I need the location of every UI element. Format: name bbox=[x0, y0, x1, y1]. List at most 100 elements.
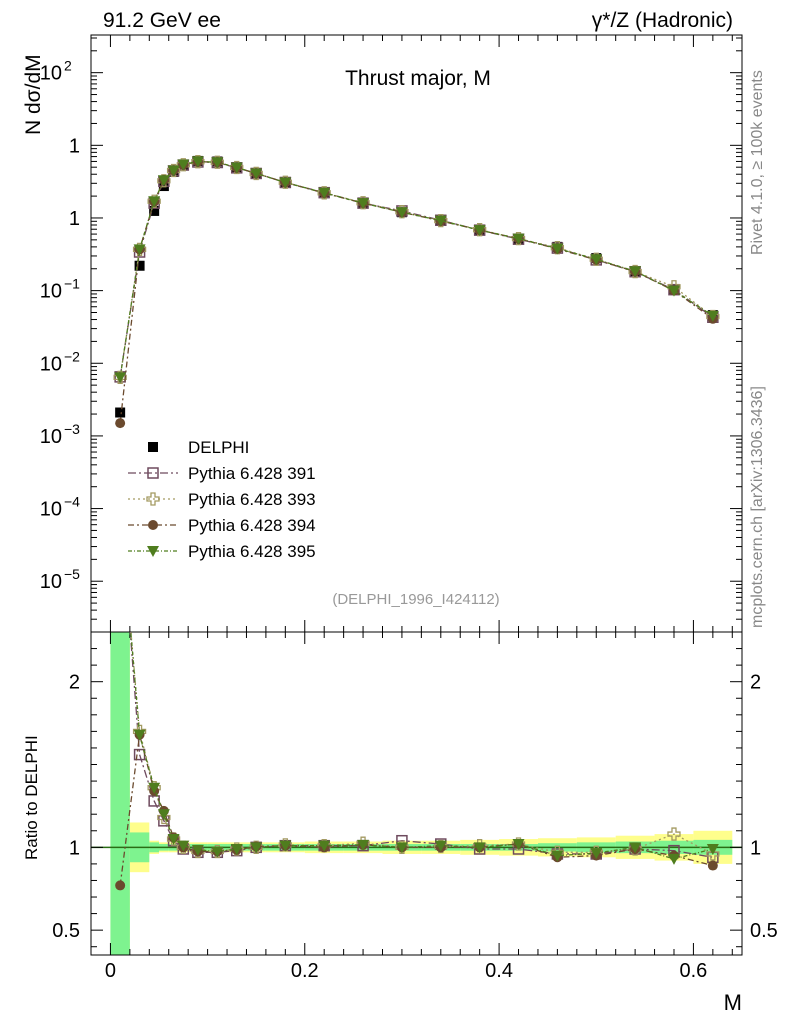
data-point bbox=[357, 198, 370, 210]
ratio-series bbox=[114, 494, 720, 891]
data-point bbox=[667, 285, 680, 297]
y-tick-exponent: 2 bbox=[64, 58, 72, 74]
ratio-point bbox=[114, 502, 126, 514]
ratio-panel: 0 0.2 0.4 0.6 M 0.5 0.5 1 1 2 2 Ratio to DELPHI bbox=[22, 494, 778, 1015]
legend-label: Pythia 6.428 395 bbox=[188, 542, 316, 561]
ratio-point bbox=[133, 729, 146, 741]
ratio-y-tick-label-right: 1 bbox=[750, 837, 761, 859]
ratio-point bbox=[318, 840, 331, 852]
x-tick-label: 0.6 bbox=[680, 960, 708, 982]
ratio-y-tick-label-right: 0.5 bbox=[750, 920, 778, 942]
legend-label: Pythia 6.428 394 bbox=[188, 516, 316, 535]
y-tick-label: 10 bbox=[40, 499, 62, 521]
x-tick-label: 0.4 bbox=[485, 960, 513, 982]
ratio-point bbox=[211, 846, 224, 858]
legend-marker bbox=[148, 442, 158, 452]
header-right: γ*/Z (Hadronic) bbox=[592, 9, 733, 32]
data-point bbox=[512, 233, 525, 245]
legend-marker bbox=[146, 492, 160, 506]
y-tick-exponent: −2 bbox=[64, 348, 80, 364]
y-tick-exponent: −5 bbox=[64, 566, 80, 582]
y-tick-label: 10 bbox=[40, 426, 62, 448]
ratio-frame bbox=[90, 631, 743, 956]
ratio-point bbox=[115, 494, 125, 504]
ratio-y-axis-label: Ratio to DELPHI bbox=[22, 735, 41, 860]
data-point bbox=[177, 159, 190, 171]
ratio-point bbox=[167, 834, 180, 846]
ratio-point bbox=[434, 840, 447, 852]
data-point bbox=[167, 165, 180, 177]
legend-marker bbox=[147, 546, 159, 557]
data-point bbox=[279, 177, 292, 189]
data-point bbox=[473, 225, 486, 237]
ratio-point bbox=[707, 860, 718, 871]
y-tick-label: 10 bbox=[40, 571, 62, 593]
data-point bbox=[395, 207, 408, 219]
ratio-line bbox=[119, 734, 714, 886]
data-point bbox=[230, 162, 243, 174]
series-line bbox=[119, 161, 714, 378]
y-tick-exponent: −4 bbox=[64, 494, 80, 510]
green-band-bin bbox=[110, 632, 130, 955]
data-point bbox=[115, 407, 126, 418]
ratio-y-tick-label: 0.5 bbox=[52, 920, 80, 942]
legend-marker bbox=[147, 467, 159, 479]
ratio-point bbox=[115, 880, 126, 891]
header-left: 91.2 GeV ee bbox=[103, 9, 221, 32]
ratio-y-tick-label-right: 2 bbox=[750, 672, 761, 694]
ratio-point bbox=[512, 839, 525, 851]
y-axis-label: N dσ/dM bbox=[22, 54, 45, 135]
mcplots-label: mcplots.cern.ch [arXiv:1306.3436] bbox=[749, 386, 766, 628]
legend: DELPHI Pythia 6.428 391 Pythia 6.428 393 Py… bbox=[128, 438, 316, 561]
legend-label: Pythia 6.428 391 bbox=[188, 464, 316, 483]
data-point bbox=[629, 266, 642, 278]
legend-label: DELPHI bbox=[188, 438, 249, 457]
y-tick-label: 1 bbox=[69, 135, 80, 157]
data-point bbox=[191, 156, 204, 168]
ratio-point bbox=[629, 842, 642, 854]
ratio-point bbox=[114, 503, 126, 514]
y-tick-exponent: −1 bbox=[64, 276, 80, 292]
y-tick-exponent: −3 bbox=[64, 421, 80, 437]
x-axis-label: M bbox=[724, 990, 742, 1015]
ratio-point bbox=[250, 842, 263, 854]
analysis-annotation: (DELPHI_1996_I424112) bbox=[332, 591, 499, 608]
legend-marker bbox=[148, 520, 158, 530]
x-tick-label: 0.2 bbox=[291, 960, 319, 982]
ratio-point bbox=[177, 840, 190, 852]
y-tick-label: 10 bbox=[40, 281, 62, 303]
data-point bbox=[157, 175, 170, 187]
ratio-y-tick-label: 1 bbox=[69, 837, 80, 859]
ratio-point bbox=[551, 850, 564, 862]
rivet-label: Rivet 4.1.0, ≥ 100k events bbox=[749, 70, 766, 255]
data-point bbox=[149, 205, 160, 216]
series-line bbox=[119, 161, 714, 377]
data-point bbox=[551, 243, 564, 255]
data-point bbox=[434, 215, 447, 227]
series-line bbox=[119, 160, 714, 378]
data-point bbox=[114, 372, 127, 384]
data-point bbox=[318, 187, 331, 199]
ratio-point bbox=[279, 840, 292, 852]
ratio-point bbox=[667, 827, 681, 841]
data-point bbox=[706, 310, 719, 322]
series-line bbox=[119, 161, 714, 424]
ratio-point bbox=[157, 809, 170, 821]
ratio-point bbox=[148, 782, 161, 794]
ratio-point bbox=[191, 844, 204, 856]
data-point bbox=[134, 260, 145, 271]
y-tick-label: 1 bbox=[69, 208, 80, 230]
data-point bbox=[133, 244, 146, 256]
ratio-point bbox=[473, 842, 486, 854]
ratio-point bbox=[357, 839, 370, 851]
data-point bbox=[115, 418, 126, 429]
ratio-point bbox=[590, 848, 603, 860]
data-point bbox=[148, 196, 161, 208]
data-point bbox=[590, 254, 603, 266]
data-point bbox=[250, 168, 263, 180]
data-point bbox=[211, 157, 224, 169]
y-tick-label: 10 bbox=[40, 353, 62, 375]
y-tick-label: 10 bbox=[40, 63, 62, 85]
